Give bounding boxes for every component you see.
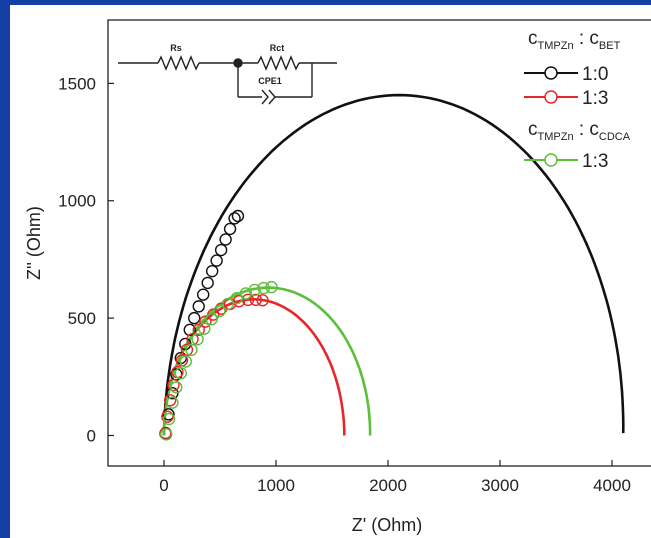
data-point-series-2 [249, 293, 263, 307]
data-point-series-1 [228, 212, 241, 225]
rs-label: Rs [170, 43, 182, 53]
border-left [0, 0, 10, 538]
cpe-label: CPE1 [258, 76, 282, 86]
x-tick-label: 0 [159, 476, 168, 495]
legend-swatch-marker-3 [544, 153, 558, 167]
data-point-series-3 [257, 281, 270, 295]
legend-group1-sub1: TMPZn [538, 40, 574, 52]
data-point-series-3 [265, 280, 278, 294]
legend-group1-title: cTMPZn : cBET [528, 28, 621, 52]
data-point-series-3 [221, 297, 235, 311]
fit-curves [162, 93, 625, 436]
data-point-series-1 [192, 300, 205, 313]
cpe-element-icon-2 [268, 89, 276, 105]
data-point-series-3 [198, 322, 211, 335]
fit-curve-series-3 [162, 286, 372, 436]
data-point-series-1 [223, 222, 237, 236]
data-point-series-3 [162, 412, 176, 426]
data-point-series-2 [256, 294, 269, 307]
data-point-series-3 [213, 304, 226, 318]
x-axis-label: Z' (Ohm) [352, 515, 422, 535]
data-point-series-3 [191, 333, 204, 346]
y-tick-label: 1000 [58, 192, 96, 211]
legend-series-1-label: 1:0 [582, 64, 608, 85]
legend-group2-c2: c [589, 119, 599, 140]
axes [107, 19, 651, 467]
legend: cTMPZn : cBET cTMPZn : cCDCA 1:0 1:3 1:3 [524, 28, 631, 172]
rct-resistor-icon [257, 55, 300, 71]
axis-ticks [108, 82, 613, 466]
data-point-series-1 [214, 243, 228, 257]
x-tick-label: 4000 [593, 476, 631, 495]
cpe-element-icon [261, 89, 269, 105]
data-point-series-2 [161, 410, 174, 423]
data-point-series-1 [231, 209, 245, 223]
data-point-series-3 [185, 343, 198, 357]
x-tick-label: 3000 [481, 476, 519, 495]
data-point-series-1 [183, 323, 196, 337]
data-point-series-3 [160, 428, 173, 441]
legend-swatch-marker-1 [544, 66, 558, 80]
data-point-series-1 [219, 233, 232, 246]
data-point-series-1 [196, 288, 210, 301]
legend-series-3-label: 1:3 [582, 151, 608, 172]
data-point-series-2 [199, 315, 212, 328]
data-point-series-3 [166, 396, 179, 409]
data-point-series-1 [205, 264, 219, 278]
data-point-series-1 [188, 311, 201, 325]
equivalent-circuit-inset [118, 55, 337, 105]
data-point-series-2 [163, 394, 177, 407]
data-point-series-2 [232, 295, 246, 308]
y-tick-label: 1500 [58, 74, 96, 93]
data-point-series-2 [192, 323, 205, 337]
legend-group1-c2: c [589, 28, 599, 49]
data-point-series-1 [210, 254, 223, 267]
fit-curve-series-2 [162, 297, 346, 436]
x-tick-label: 1000 [257, 476, 295, 495]
data-point-series-2 [180, 343, 194, 357]
legend-group2-sep: : [574, 119, 590, 140]
legend-group2-title: cTMPZn : cCDCA [528, 119, 631, 143]
y-axis-label: Z'' (Ohm) [24, 206, 44, 280]
rs-resistor-icon [157, 55, 200, 71]
border-top [0, 0, 651, 5]
fit-curve-series-1 [162, 93, 625, 436]
legend-group1-c1: c [528, 28, 538, 49]
legend-group2-c1: c [528, 119, 538, 140]
legend-group2-sub1: TMPZn [538, 131, 574, 143]
y-tick-label: 500 [68, 309, 96, 328]
rct-label: Rct [270, 43, 285, 53]
data-point-series-3 [174, 367, 188, 380]
x-tick-label: 2000 [369, 476, 407, 495]
plot-area [107, 19, 651, 467]
data-point-series-3 [248, 283, 261, 297]
tick-labels: 0 1000 2000 3000 4000 0 500 1000 1500 [58, 74, 631, 495]
legend-group2-sub2: CDCA [599, 131, 631, 143]
data-point-series-3 [179, 355, 193, 368]
data-point-series-3 [170, 381, 183, 394]
legend-swatch-marker-2 [544, 90, 558, 104]
data-markers [159, 209, 278, 441]
legend-group1-sub2: BET [599, 40, 621, 52]
data-point-series-3 [205, 313, 218, 326]
data-point-series-2 [167, 378, 180, 392]
y-tick-label: 0 [87, 426, 96, 445]
legend-series-2-label: 1:3 [582, 88, 608, 109]
legend-group1-sep: : [574, 28, 590, 49]
data-point-series-1 [201, 276, 214, 290]
